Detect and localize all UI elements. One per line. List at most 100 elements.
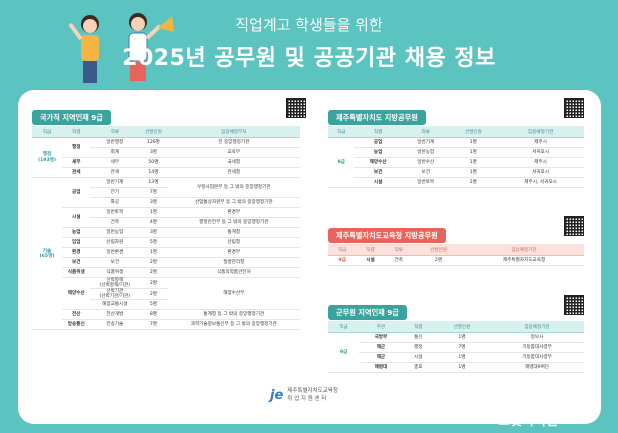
table-row: 해양수산 일반수산 1명 제주시 xyxy=(328,157,584,168)
table-cell: 공업 xyxy=(62,177,91,208)
table-row: 시설 일반토목 2명 제주시, 서귀포시 xyxy=(328,177,584,188)
table-cell: 세무 xyxy=(90,157,140,168)
table-cell: 국방부 xyxy=(359,332,403,343)
table-cell: 제주시 xyxy=(497,137,584,148)
table-row: 기술 (65명) 공업 일반기계 13명 우정사업본부 등 그 밖의 중앙행정기관 xyxy=(32,177,300,331)
table-cell: 1명 xyxy=(449,167,498,178)
table-cell: 1명 xyxy=(139,207,168,218)
table-cell: 식품위생 xyxy=(90,267,140,278)
table-cell: 1명 xyxy=(433,352,491,363)
table-cell: 기동함대사령부 xyxy=(490,342,584,353)
table-row: 회계 3명 교육부 xyxy=(32,147,300,158)
table-cell: 건축 xyxy=(384,255,413,266)
col-header: 임용예정기관 xyxy=(490,321,584,333)
org-dept: 취 업 지 원 센 터 xyxy=(287,395,327,402)
table-cell: 13명 xyxy=(139,177,168,188)
table-cell: 14명 xyxy=(139,167,168,178)
table-row: 해양수산 선박항해 (선박항해/기관) 2명 해양수산부 xyxy=(32,277,300,311)
col-header: 임용예정기관 xyxy=(464,244,584,256)
table-cell: 보건 xyxy=(90,257,140,268)
table-cell: 일반기계 xyxy=(401,137,450,148)
national-table: 직급 직렬 직류 선발인원 임용예정부처 행정 (193명) 행정 일반행정 126명 전… xyxy=(32,126,300,331)
col-header: 직류 xyxy=(384,244,413,256)
table-cell: 50명 xyxy=(139,157,168,168)
col-header: 직류 xyxy=(90,126,140,138)
table-row: 선박기관 (선박기관/기관) 2명 xyxy=(32,288,300,301)
table-cell: 산림청 xyxy=(167,237,300,248)
table-cell: 농업 xyxy=(62,227,91,238)
table-cell: 2명 xyxy=(139,267,168,278)
col-header: 직급 xyxy=(328,126,355,138)
table-cell: 해양수산부 xyxy=(167,277,300,311)
table-cell: 1명 xyxy=(449,147,498,158)
table-cell: 환경부 xyxy=(167,247,300,258)
table-cell: 9급 xyxy=(328,255,357,266)
national-tag: 국가직 지역인재 9급 xyxy=(32,110,111,125)
table-cell: 공업 xyxy=(354,137,402,148)
col-header: 직렬 xyxy=(356,244,385,256)
table-row: 보건 보건 1명 서귀포시 xyxy=(328,167,584,178)
col-header: 직류 xyxy=(401,126,450,138)
table-cell: 전 중앙행정기관 xyxy=(167,137,300,148)
table-cell: 전산개발 xyxy=(90,309,140,321)
table-cell: 보건 xyxy=(401,167,450,178)
table-cell: 해양교통시설 xyxy=(90,299,140,311)
table-cell: 통계청 xyxy=(167,227,300,238)
table-cell: 행정 xyxy=(402,342,434,353)
table-cell: 화공 xyxy=(90,197,140,208)
qr-code-icon[interactable] xyxy=(286,98,306,118)
table-cell: 우정사업본부 등 그 밖의 중앙행정기관 xyxy=(167,177,300,198)
table-cell: 1명 xyxy=(449,157,498,168)
table-cell: 2명 xyxy=(139,257,168,268)
table-cell: 세무 xyxy=(62,157,91,168)
table-cell: 전기 xyxy=(90,187,140,198)
table-cell: 1명 xyxy=(139,247,168,258)
table-cell: 관세청 xyxy=(167,167,300,178)
org-name: 제주특별자치도교육청 xyxy=(287,388,338,394)
table-cell: 일반수산 xyxy=(401,157,450,168)
col-header: 직렬 xyxy=(354,126,402,138)
table-cell: 통계청 등 그 밖의 중앙행정기관 xyxy=(167,309,300,321)
table-cell: 선박기관 (선박기관/기관) xyxy=(90,288,140,301)
table-row: 관세 관세 14명 관세청 xyxy=(32,167,300,178)
watermark: 브릿지저널 xyxy=(498,414,558,429)
table-cell: 7명 xyxy=(139,319,168,331)
table-row: 임업 산림자원 5명 산림청 xyxy=(32,237,300,248)
table-cell: 제주특별자치도교육청 xyxy=(464,255,584,266)
col-header: 주관 xyxy=(359,321,403,333)
table-cell: 보건 xyxy=(62,257,91,268)
table-cell: 전송기술 xyxy=(90,319,140,331)
table-cell: 해양수산 xyxy=(354,157,402,168)
je-logo-icon: je xyxy=(270,388,284,404)
header-subtitle: 직업계고 학생들을 위한 xyxy=(235,16,383,34)
table-cell: 제주시 xyxy=(497,157,584,168)
table-cell: 환경 xyxy=(62,247,91,258)
table-cell: 해병대9여단 xyxy=(490,362,584,373)
table-row: 해양교통시설 5명 xyxy=(32,299,300,311)
table-row: 농업 일반농업 1명 서귀포시 xyxy=(328,147,584,158)
col-header: 선발인원 xyxy=(139,126,168,138)
qr-code-icon[interactable] xyxy=(564,216,584,236)
table-cell: 식품의약품안전처 xyxy=(167,267,300,278)
students-illustration xyxy=(68,13,174,83)
qr-code-icon[interactable] xyxy=(564,295,584,315)
jeju-edu-tag: 제주특별자치도교육청 지방공무원 xyxy=(328,228,446,243)
table-row: 해병대 총포 1명 해병대9여단 xyxy=(328,362,584,373)
table-cell: 정보사 xyxy=(490,332,584,343)
table-cell: 기동함대사령부 xyxy=(490,352,584,363)
table-cell: 국세청 xyxy=(167,157,300,168)
table-cell: 회계 xyxy=(90,147,140,158)
table-cell: 시설 xyxy=(356,255,385,266)
table-cell: 건축 xyxy=(90,217,140,228)
table-cell: 4명 xyxy=(139,217,168,228)
table-cell: 일반농업 xyxy=(401,147,450,158)
table-row: 환경 일반환경 1명 환경부 xyxy=(32,247,300,258)
qr-code-icon[interactable] xyxy=(564,98,584,118)
table-cell: 일반환경 xyxy=(90,247,140,258)
table-cell: 해양수산 xyxy=(62,277,91,311)
table-row: 화공 3명 산업통상자원부 등 그 밖의 중앙행정기관 xyxy=(32,197,300,208)
table-cell: 3명 xyxy=(139,227,168,238)
table-row: 해군 시설 1명 기동함대사령부 xyxy=(328,352,584,363)
table-cell: 서귀포시 xyxy=(497,167,584,178)
table-row: 전기 7명 xyxy=(32,187,300,198)
